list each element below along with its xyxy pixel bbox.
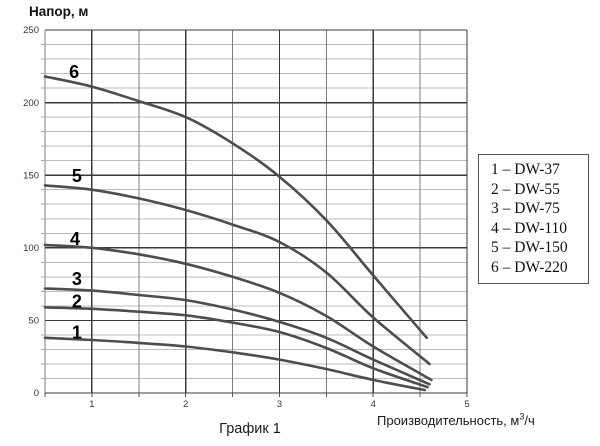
y-tick-label: 150: [23, 170, 39, 181]
curve-label-6: 6: [69, 62, 79, 82]
y-tick-label: 100: [23, 243, 39, 254]
chart-caption: График 1: [219, 421, 281, 437]
x-axis-title-sup: 3: [519, 411, 525, 422]
legend-item: 2 – DW-55: [491, 180, 560, 198]
y-tick-label: 50: [28, 316, 39, 327]
legend-item: 4 – DW-110: [491, 219, 568, 237]
x-tick-label: 4: [371, 399, 376, 410]
legend-item: 3 – DW-75: [491, 200, 560, 217]
x-tick-label: 3: [277, 399, 282, 410]
x-tick-label: 2: [183, 399, 188, 410]
curve-label-5: 5: [72, 166, 82, 186]
y-tick-label: 0: [34, 388, 39, 399]
y-axis-title: Напор, м: [29, 4, 89, 19]
curve-DW-220: [43, 75, 428, 340]
x-tick-label: 1: [89, 399, 94, 410]
legend-list: 1 – DW-37 2 – DW-55 3 – DW-75 4 – DW-110 5 –…: [491, 160, 582, 277]
curve-DW-150: [43, 184, 431, 366]
legend-item: 5 – DW-150: [491, 239, 568, 256]
y-tick-label: 200: [23, 98, 39, 109]
curve-label-3: 3: [72, 269, 82, 289]
x-axis-title-text: Производительность, м: [377, 413, 520, 428]
x-axis-title: Производительность, м3/ч: [377, 411, 535, 428]
x-tick-label: 5: [464, 399, 469, 410]
legend-item: 6 – DW-220: [491, 258, 568, 276]
curve-label-1: 1: [72, 323, 82, 343]
legend: 1 – DW-37 2 – DW-55 3 – DW-75 4 – DW-110 5 –…: [478, 154, 589, 284]
curve-DW-110: [43, 243, 433, 382]
x-axis-title-unit: /ч: [524, 413, 535, 428]
legend-item: 1 – DW-37: [491, 161, 560, 178]
curve-DW-37: [43, 336, 427, 392]
curve-label-2: 2: [72, 292, 82, 312]
curve-label-4: 4: [70, 229, 80, 249]
curve-DW-55: [43, 306, 429, 389]
y-tick-label: 250: [23, 25, 39, 36]
curve-DW-75: [43, 287, 431, 386]
